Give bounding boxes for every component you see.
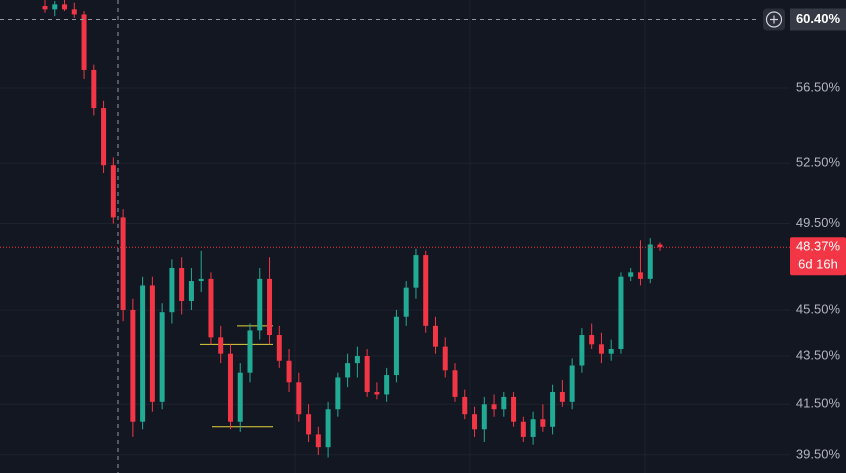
candle-body	[325, 409, 331, 448]
candle-body	[540, 419, 546, 427]
candle-body	[637, 272, 643, 279]
drawn-levels	[200, 325, 273, 428]
candle-body	[179, 267, 185, 301]
candle-body	[520, 421, 526, 437]
candle-body	[501, 396, 507, 410]
candle-body	[618, 276, 624, 349]
candle-body	[569, 365, 575, 402]
candle-body	[345, 363, 351, 378]
candle-body	[237, 372, 243, 422]
candles	[42, 0, 663, 458]
candle-body	[81, 14, 87, 70]
candle-body	[286, 360, 292, 383]
candle-body	[442, 346, 448, 371]
candle-body	[354, 356, 360, 364]
y-tick-label: 41.50%	[796, 396, 841, 411]
y-tick-label: 49.50%	[796, 215, 841, 230]
crosshair-price-box	[790, 8, 846, 31]
candle-body	[598, 344, 604, 354]
candle-body	[159, 312, 165, 402]
candle-body	[276, 335, 282, 361]
candle-body	[364, 356, 370, 393]
candle-body	[413, 255, 419, 288]
candle-body	[511, 396, 517, 422]
candle-body	[52, 4, 58, 10]
candle-body	[647, 244, 653, 279]
candle-body	[91, 69, 97, 109]
candle-body	[149, 285, 155, 402]
candle-body	[462, 396, 468, 415]
candle-body	[432, 325, 438, 347]
candle-body	[227, 353, 233, 422]
candle-body	[267, 278, 273, 336]
candle-body	[120, 217, 126, 310]
candle-body	[130, 309, 136, 422]
candle-body	[42, 6, 48, 10]
candle-body	[491, 404, 497, 410]
plus-icon	[770, 15, 778, 24]
y-tick-label: 52.50%	[796, 155, 841, 170]
candle-body	[306, 414, 312, 435]
candle-body	[481, 404, 487, 430]
candle-body	[169, 267, 175, 313]
candle-body	[257, 278, 263, 331]
candle-body	[140, 285, 146, 422]
last-price-box	[790, 237, 846, 276]
candle-body	[423, 255, 429, 326]
y-tick-label: 56.50%	[796, 79, 841, 94]
candle-body	[247, 330, 253, 373]
candle-body	[628, 272, 634, 277]
candle-body	[393, 316, 399, 376]
candle-body	[530, 419, 536, 437]
candle-body	[208, 278, 214, 338]
price-axis-panel	[790, 0, 846, 473]
candle-body	[384, 375, 390, 395]
candle-body	[452, 370, 458, 397]
candle-body	[218, 337, 224, 354]
y-tick-label: 45.50%	[796, 301, 841, 316]
candle-body	[559, 392, 565, 402]
candle-body	[188, 281, 194, 301]
crosshair-price-label: 60.40%	[796, 11, 841, 26]
candle-body	[608, 348, 614, 354]
candle-body	[101, 108, 107, 166]
candle-body	[589, 335, 595, 345]
candle-body	[550, 392, 556, 427]
y-tick-label: 43.50%	[796, 347, 841, 362]
candle-body	[62, 4, 68, 10]
candle-body	[315, 434, 321, 448]
candle-body	[472, 414, 478, 430]
candle-body	[657, 244, 663, 248]
candle-body	[71, 9, 77, 15]
candle-body	[198, 278, 204, 282]
y-tick-label: 39.50%	[796, 446, 841, 461]
last-price-label: 48.37%	[796, 239, 841, 254]
candle-body	[335, 377, 341, 410]
candle-body	[374, 392, 380, 395]
candle-body	[403, 287, 409, 317]
candle-body	[579, 335, 585, 366]
candle-body	[110, 165, 116, 218]
countdown-label: 6d 16h	[798, 257, 838, 272]
candle-body	[296, 382, 302, 415]
plus-icon-circle	[765, 11, 783, 28]
